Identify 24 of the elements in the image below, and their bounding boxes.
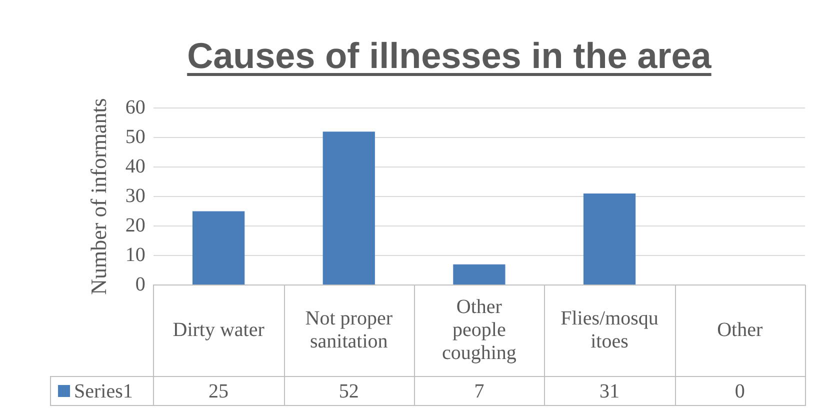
y-tick-label: 40 [125,155,146,178]
legend-label: Series1 [74,380,133,402]
y-axis-title: Number of informants [86,98,111,295]
data-label: 0 [734,380,745,402]
data-label: 7 [474,380,484,402]
y-tick-label: 50 [125,126,146,148]
bar [583,194,636,284]
y-tick-label: 60 [125,96,146,118]
x-tick-label: Dirty water [172,318,265,341]
data-label: 52 [338,380,359,402]
bar [453,264,506,284]
bar [322,132,375,284]
x-tick-label: Other [717,318,763,341]
y-tick-label: 20 [125,214,146,236]
x-tick-label: Other people coughing [442,296,516,364]
x-tick-label: Not proper sanitation [305,307,393,352]
x-tick-label: Flies/mosquitoes [560,307,658,352]
y-tick-label: 30 [125,184,146,207]
y-tick-label: 0 [135,273,146,296]
data-label: 31 [600,380,620,402]
chart-title: Causes of illnesses in the area [187,35,712,76]
bar [192,211,245,284]
data-label: 25 [208,380,229,402]
y-tick-label: 10 [125,244,146,266]
